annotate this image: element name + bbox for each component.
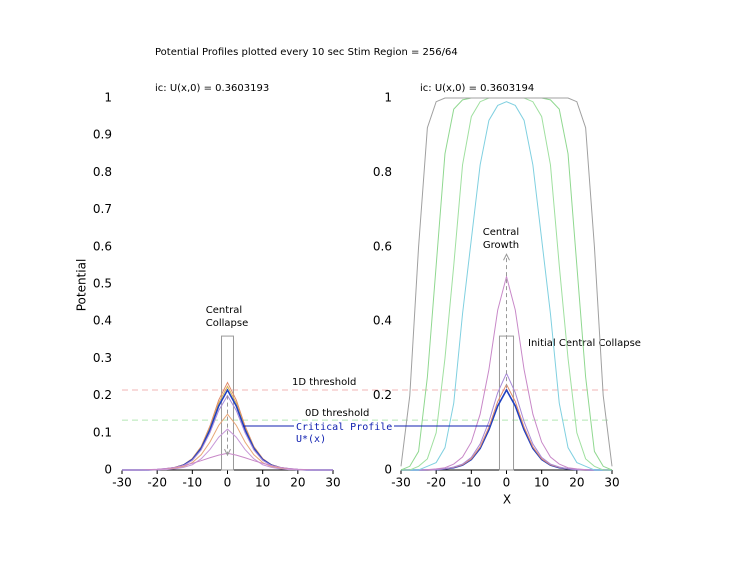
x-axis-label: X [503, 493, 511, 507]
chart-title: Potential Profiles plotted every 10 sec … [155, 47, 458, 58]
y-tick-label: 0.7 [93, 202, 112, 216]
y-tick-label: 1 [104, 91, 112, 105]
annotation: Central [206, 305, 242, 316]
x-tick-label: 20 [290, 476, 305, 490]
y-tick-label: 1 [384, 91, 392, 105]
y-tick-label: 0.2 [373, 388, 392, 402]
y-tick-label: 0.1 [93, 425, 112, 439]
x-tick-label: -10 [183, 476, 203, 490]
annotation: Growth [483, 240, 519, 251]
y-tick-label: 0.2 [93, 388, 112, 402]
critical-label: Critical Profile [296, 422, 392, 433]
annotation: Initial Central Collapse [528, 338, 641, 349]
x-tick-label: 30 [604, 476, 619, 490]
critical-label: U*(x) [296, 434, 326, 445]
x-tick-label: -20 [426, 476, 446, 490]
x-tick-label: -30 [391, 476, 411, 490]
x-tick-label: 0 [224, 476, 232, 490]
threshold-label: 1D threshold [292, 377, 356, 388]
arrow-head [503, 253, 510, 261]
annotation: Collapse [206, 318, 249, 329]
y-tick-label: 0.8 [373, 165, 392, 179]
stim-box [221, 335, 234, 471]
y-tick-label: 0 [384, 463, 392, 477]
annotation: Central [483, 227, 519, 238]
y-tick-label: 0 [104, 463, 112, 477]
left-subtitle: ic: U(x,0) = 0.3603193 [155, 83, 269, 94]
y-tick-label: 0.4 [93, 314, 112, 328]
x-tick-label: 10 [255, 476, 270, 490]
arrow-head [224, 448, 231, 457]
x-tick-label: 0 [503, 476, 511, 490]
x-tick-label: 10 [534, 476, 549, 490]
critical-label-bg [294, 421, 394, 443]
y-tick-label: 0.3 [93, 351, 112, 365]
x-tick-label: 20 [569, 476, 584, 490]
right-subtitle: ic: U(x,0) = 0.3603194 [420, 83, 534, 94]
x-tick-label: 30 [325, 476, 340, 490]
threshold-label: 0D threshold [305, 408, 369, 419]
profile-line [401, 274, 612, 471]
x-tick-label: -30 [112, 476, 132, 490]
y-tick-label: 0.6 [93, 239, 112, 253]
y-tick-label: 0.4 [373, 314, 392, 328]
y-tick-label: 0.9 [93, 128, 112, 142]
y-axis-label: Potential [75, 259, 89, 312]
profile-line [401, 101, 612, 471]
x-tick-label: -10 [462, 476, 482, 490]
y-tick-label: 0.5 [93, 277, 112, 291]
profile-line [400, 97, 613, 467]
y-tick-label: 0.8 [93, 165, 112, 179]
x-tick-label: -20 [147, 476, 167, 490]
y-tick-label: 0.6 [373, 239, 392, 253]
